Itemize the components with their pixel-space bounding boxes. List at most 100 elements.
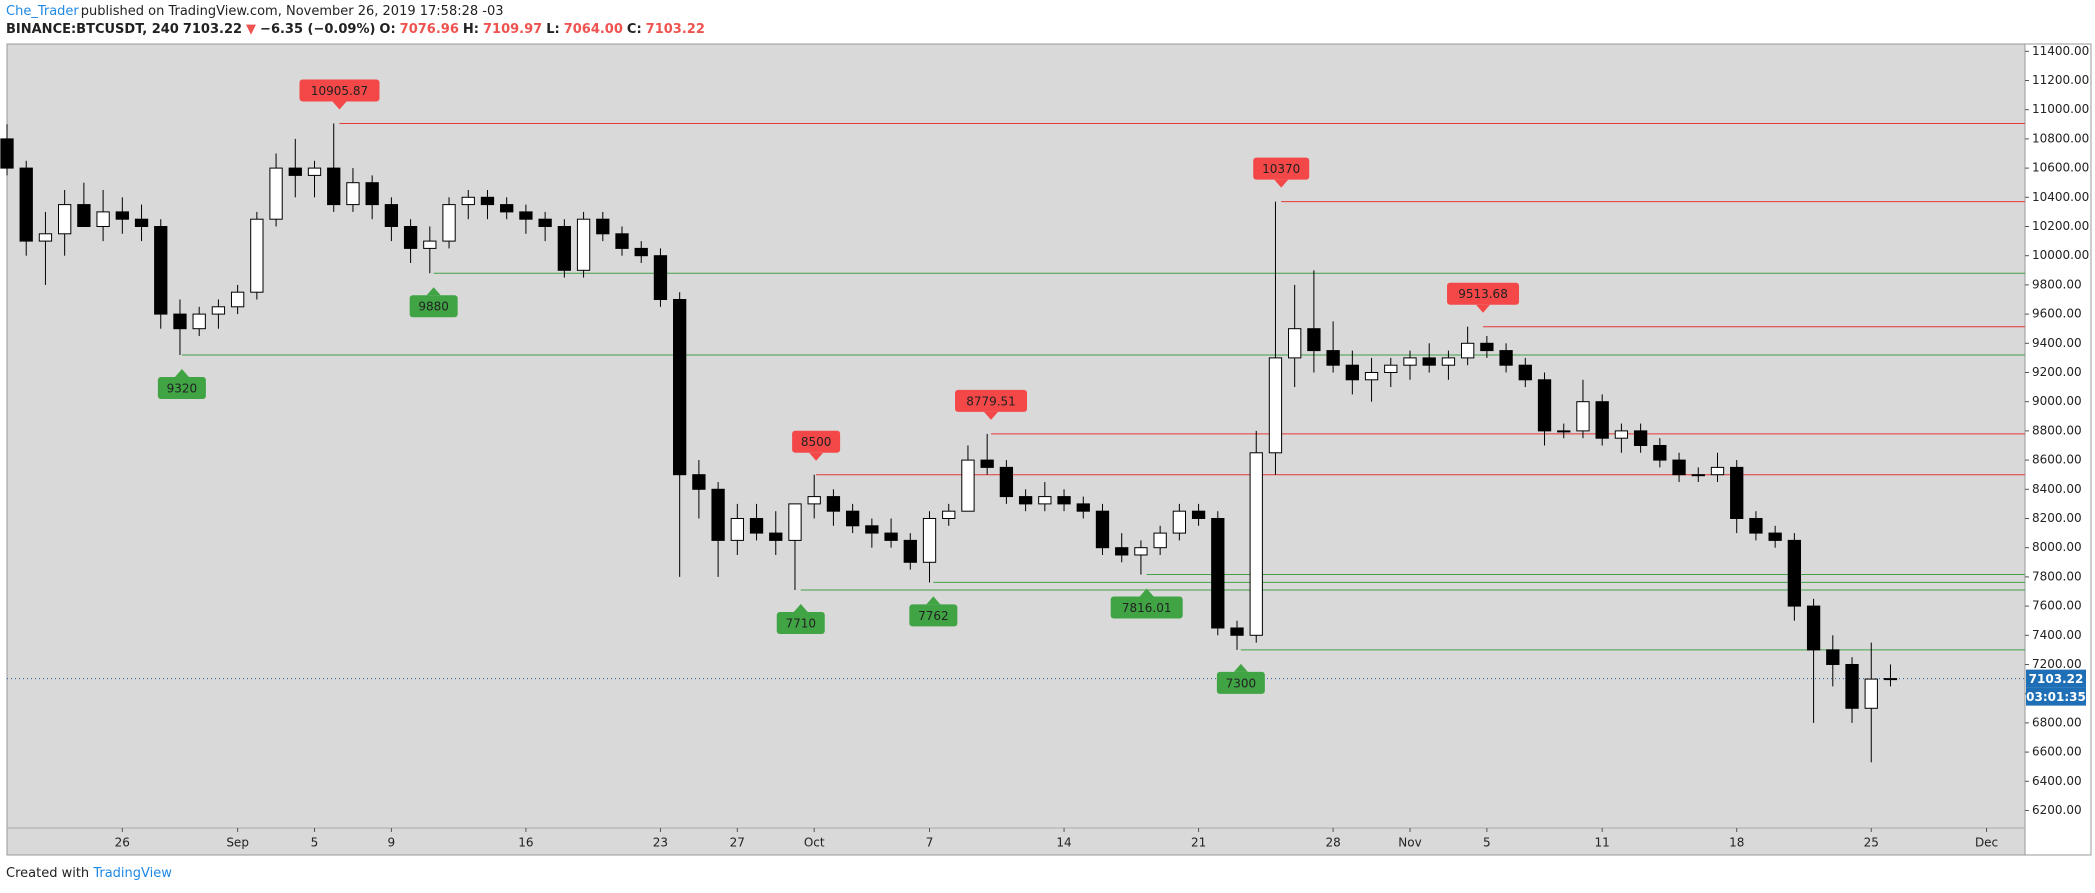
badge-label: 7816.01 (1122, 601, 1172, 615)
header-line: Che_Trader published on TradingView.com, … (6, 3, 709, 21)
badge-pointer (426, 287, 441, 296)
x-tick-label: 14 (1056, 836, 1071, 850)
header: Che_Trader published on TradingView.com, … (6, 3, 709, 39)
candle-body (1480, 342, 1494, 352)
badge-pointer (174, 368, 189, 377)
badge-label: 10905.87 (311, 84, 368, 98)
x-tick-label: 5 (311, 836, 319, 850)
badge-pointer (809, 452, 824, 461)
x-tick-label: Oct (804, 836, 825, 850)
x-tick-label: 27 (730, 836, 745, 850)
badge (299, 79, 380, 102)
candle-body (1095, 510, 1110, 549)
y-tick-label: 11200.00 (2032, 73, 2089, 87)
candle-body (1018, 496, 1033, 505)
x-tick-label: 7 (926, 836, 934, 850)
badge (955, 389, 1028, 412)
candle-body (865, 525, 879, 534)
author[interactable]: Che_Trader (6, 4, 79, 19)
candle-body (115, 211, 129, 220)
candle-body (1307, 328, 1321, 352)
quote-segment: 7109.97 (482, 22, 543, 37)
badge-pointer (1274, 179, 1289, 188)
candle-body (58, 204, 72, 235)
quote-segment: 7103.22 (182, 22, 243, 37)
badge-label: 8779.51 (966, 394, 1016, 408)
footer: Created with TradingView (6, 866, 172, 881)
candle-body (1134, 547, 1148, 556)
footer-text: Created with (6, 866, 90, 881)
y-tick-label: 8600.00 (2032, 453, 2082, 467)
y-tick-label: 10800.00 (2032, 131, 2089, 145)
y-tick-label: 11000.00 (2032, 102, 2089, 116)
candle-body (1153, 532, 1167, 549)
candle-body (980, 459, 994, 468)
y-tick-label: 6600.00 (2032, 745, 2082, 759)
candle-body (1211, 517, 1225, 629)
y-tick-label: 9800.00 (2032, 277, 2082, 291)
candle-body (788, 503, 802, 541)
badge-pointer (1233, 663, 1248, 672)
candle-body (1441, 357, 1456, 366)
countdown-label: 03:01:35 (2026, 690, 2086, 704)
quote-segment: −6.35 (−0.09%) (260, 22, 376, 37)
quote-segment: 7103.22 (645, 22, 705, 37)
quote-line: BINANCE:BTCUSDT, 240 7103.22 ▼ −6.35 (−0.09… (6, 21, 709, 39)
candle-body (442, 204, 456, 242)
y-tick-label: 10400.00 (2032, 190, 2089, 204)
candle-body (922, 517, 937, 563)
candle-body (1191, 510, 1206, 519)
quote-segment: BINANCE:BTCUSDT, 240 (6, 22, 179, 37)
badge-label: 7300 (1226, 676, 1257, 690)
candle-body (1403, 357, 1417, 366)
candle-body (269, 167, 283, 220)
candle-body (961, 459, 975, 512)
candle-body (173, 313, 187, 330)
candle-body (942, 510, 956, 519)
candle-body (576, 218, 591, 271)
x-tick-label: 28 (1325, 836, 1340, 850)
badge (792, 430, 841, 453)
x-tick-label: 25 (1864, 836, 1879, 850)
candle-body (1864, 678, 1878, 709)
price-axis (2024, 43, 2092, 856)
quote-segment: L: (546, 22, 560, 37)
y-tick-label: 6200.00 (2032, 803, 2082, 817)
candle-body (826, 496, 841, 512)
badge-pointer (793, 604, 808, 613)
candle-body (1038, 496, 1052, 505)
candle-body (1288, 328, 1302, 359)
candle-body (1768, 532, 1782, 541)
candle-body (365, 182, 379, 206)
candle-body (749, 517, 764, 534)
candle-body (423, 240, 437, 249)
x-tick-label: 18 (1729, 836, 1744, 850)
candle-body (211, 306, 226, 315)
candle-body (384, 204, 399, 227)
published: published on TradingView.com, November 2… (80, 4, 504, 19)
badge (1253, 157, 1310, 180)
candle-body (1537, 379, 1552, 432)
badge-pointer (332, 101, 347, 110)
quote-segment: ▼ (246, 22, 257, 37)
candle-body (192, 313, 206, 330)
quote-segment: O: (379, 22, 396, 37)
y-tick-label: 9600.00 (2032, 307, 2082, 321)
y-tick-label: 8200.00 (2032, 511, 2082, 525)
candle-body (1326, 350, 1340, 366)
x-tick-label: 23 (653, 836, 668, 850)
candle-body (653, 255, 668, 300)
price-tag-label: 7103.22 (2029, 672, 2084, 686)
candle-body (1653, 444, 1667, 461)
y-tick-label: 8800.00 (2032, 423, 2082, 437)
candle-body (1806, 605, 1821, 651)
candle-body (154, 225, 168, 315)
y-tick-label: 7400.00 (2032, 628, 2082, 642)
y-tick-label: 10000.00 (2032, 248, 2089, 262)
x-tick-label: 9 (388, 836, 396, 850)
brand[interactable]: TradingView (93, 866, 172, 881)
candle-body (1115, 547, 1129, 556)
candle-body (615, 233, 629, 249)
badge-pointer (1476, 304, 1491, 313)
quote-segment: 7064.00 (563, 22, 623, 37)
